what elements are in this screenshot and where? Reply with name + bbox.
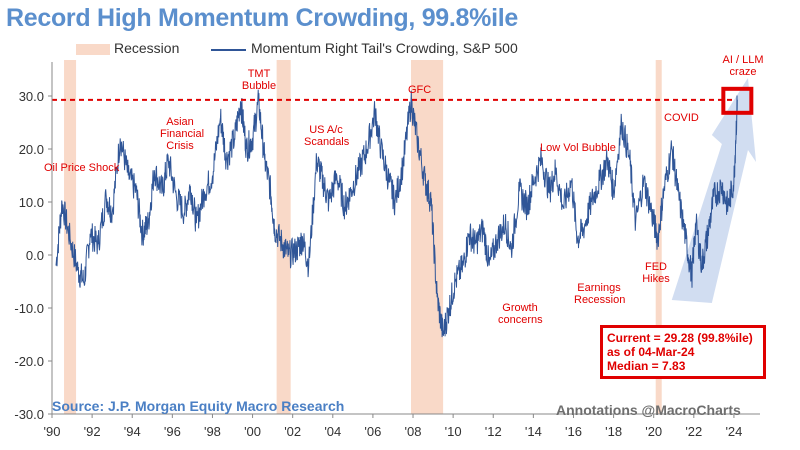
annotation-ai-llm-craze: AI / LLM craze bbox=[722, 54, 764, 78]
x-tick-label: '00 bbox=[244, 424, 261, 439]
x-tick-label: '16 bbox=[565, 424, 582, 439]
y-tick-label: -10.0 bbox=[14, 301, 44, 316]
annotation-earnings-recession: Earnings Recession bbox=[574, 282, 626, 306]
x-tick-label: '04 bbox=[324, 424, 341, 439]
annotation-covid: COVID bbox=[664, 112, 699, 124]
x-tick-label: '06 bbox=[364, 424, 381, 439]
annotation-fed-hikes: FED Hikes bbox=[642, 261, 670, 285]
x-tick-label: '08 bbox=[405, 424, 422, 439]
x-tick-label: '22 bbox=[685, 424, 702, 439]
annotation-low-vol-bubble: Low Vol Bubble bbox=[540, 142, 616, 154]
y-tick-label: 0.0 bbox=[26, 248, 44, 263]
annotation-asian-crisis: Asian Financial Crisis bbox=[160, 116, 205, 152]
legend-series-label: Momentum Right Tail's Crowding, S&P 500 bbox=[251, 40, 518, 56]
recession-band bbox=[411, 60, 444, 414]
x-tick-label: '18 bbox=[605, 424, 622, 439]
legend-series-swatch bbox=[211, 49, 246, 51]
x-tick-label: '02 bbox=[284, 424, 301, 439]
y-tick-label: 20.0 bbox=[19, 142, 44, 157]
annotation-us-ac-scandals: US A/c Scandals bbox=[304, 124, 350, 148]
credit-note: Annotations @MacroCharts bbox=[556, 402, 741, 418]
x-tick-label: '92 bbox=[84, 424, 101, 439]
x-tick-label: '20 bbox=[645, 424, 662, 439]
x-tick-label: '94 bbox=[124, 424, 141, 439]
x-tick-label: '12 bbox=[485, 424, 502, 439]
callout-current: Current = 29.28 (99.8%ile) bbox=[607, 331, 753, 345]
series-line bbox=[55, 89, 738, 338]
annotation-oil-price-shock: Oil Price Shock bbox=[44, 162, 120, 174]
x-tick-label: '14 bbox=[525, 424, 542, 439]
y-tick-label: 10.0 bbox=[19, 195, 44, 210]
legend-recession-swatch bbox=[76, 44, 110, 55]
callout-median: Median = 7.83 bbox=[607, 359, 686, 373]
y-tick-label: 30.0 bbox=[19, 89, 44, 104]
chart-title: Record High Momentum Crowding, 99.8%ile bbox=[6, 4, 518, 32]
source-note: Source: J.P. Morgan Equity Macro Researc… bbox=[52, 398, 345, 414]
callout-date: as of 04-Mar-24 bbox=[607, 345, 695, 359]
x-tick-label: '24 bbox=[725, 424, 742, 439]
y-tick-label: -20.0 bbox=[14, 354, 44, 369]
recession-band bbox=[276, 60, 291, 414]
annotation-growth-concerns: Growth concerns bbox=[498, 302, 543, 326]
x-tick-label: '98 bbox=[204, 424, 221, 439]
current-value-callout: Current = 29.28 (99.8%ile) as of 04-Mar-… bbox=[600, 325, 766, 379]
legend-recession-label: Recession bbox=[114, 40, 180, 56]
x-tick-label: '90 bbox=[44, 424, 61, 439]
current-value-marker bbox=[721, 86, 754, 115]
x-tick-label: '10 bbox=[445, 424, 462, 439]
x-tick-label: '96 bbox=[164, 424, 181, 439]
annotation-gfc: GFC bbox=[408, 84, 432, 96]
y-tick-label: -30.0 bbox=[14, 407, 44, 422]
annotation-tmt-bubble: TMT Bubble bbox=[241, 68, 277, 92]
